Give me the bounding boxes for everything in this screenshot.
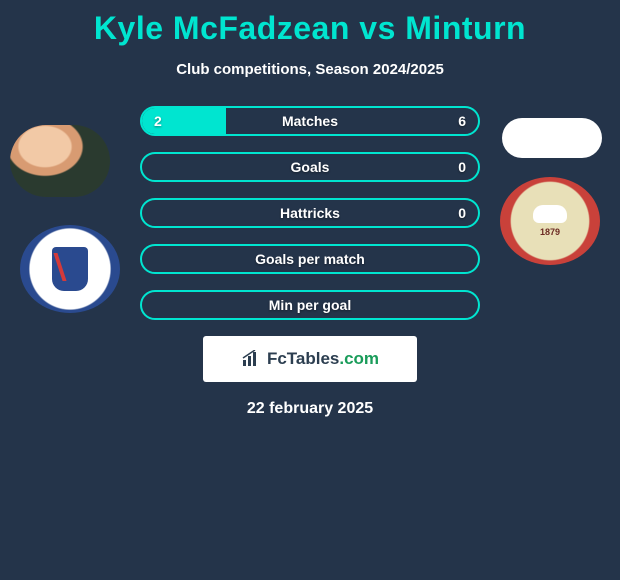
stat-right-value: 0 <box>458 159 466 175</box>
stat-label: Matches <box>142 113 478 129</box>
stat-row-matches: 2 Matches 6 <box>140 106 480 136</box>
stat-row-min-per-goal: Min per goal <box>140 290 480 320</box>
stat-row-hattricks: Hattricks 0 <box>140 198 480 228</box>
stat-label: Min per goal <box>142 297 478 313</box>
stat-label: Goals per match <box>142 251 478 267</box>
brand-suffix: .com <box>339 349 379 368</box>
bar-chart-icon <box>241 350 261 368</box>
brand-prefix: FcTables <box>267 349 339 368</box>
brand-text: FcTables.com <box>267 349 379 369</box>
player-left-avatar <box>10 125 110 197</box>
stat-right-value: 6 <box>458 113 466 129</box>
stat-row-goals: Goals 0 <box>140 152 480 182</box>
stat-row-goals-per-match: Goals per match <box>140 244 480 274</box>
stats-table: 2 Matches 6 Goals 0 Hattricks 0 Goals pe… <box>140 106 480 320</box>
club-right-badge: 1879 <box>500 177 600 265</box>
shield-icon <box>52 247 88 291</box>
stat-label: Goals <box>142 159 478 175</box>
date-label: 22 february 2025 <box>0 400 620 418</box>
club-right-year: 1879 <box>540 227 560 237</box>
stat-label: Hattricks <box>142 205 478 221</box>
club-left-badge <box>20 225 120 313</box>
player-right-avatar <box>502 118 602 158</box>
page-title: Kyle McFadzean vs Minturn <box>0 0 620 47</box>
bird-icon <box>533 205 567 223</box>
stat-right-value: 0 <box>458 205 466 221</box>
brand-badge[interactable]: FcTables.com <box>203 336 417 382</box>
subtitle: Club competitions, Season 2024/2025 <box>0 61 620 78</box>
